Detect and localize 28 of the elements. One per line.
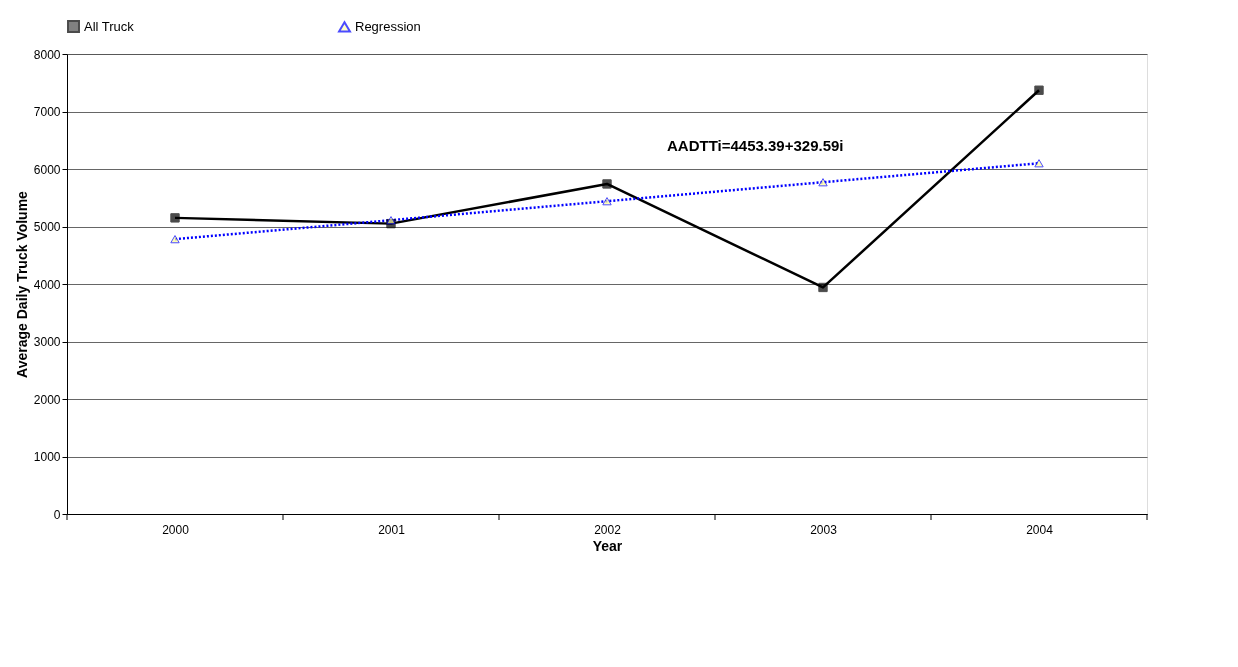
x-tick-label: 2002 bbox=[594, 522, 622, 537]
y-tick-label: 3000 bbox=[33, 335, 61, 349]
point bbox=[818, 178, 828, 187]
point bbox=[1034, 159, 1044, 168]
point bbox=[818, 282, 828, 293]
point bbox=[386, 216, 396, 225]
x-tick-label: 2003 bbox=[810, 522, 838, 537]
point bbox=[1034, 85, 1044, 95]
y-tick-label: 1000 bbox=[33, 450, 61, 464]
point bbox=[170, 213, 180, 223]
y-tick-label: 6000 bbox=[33, 162, 61, 177]
y-tick-label: 7000 bbox=[33, 105, 61, 119]
point bbox=[602, 179, 612, 189]
x-axis-title: Year bbox=[592, 537, 623, 554]
annotation: AADTTi=4453.39+329.59i bbox=[667, 137, 844, 154]
y-axis-title: Average Daily Truck Volume bbox=[13, 190, 30, 378]
legend-label: All Truck bbox=[84, 18, 135, 34]
y-tick-label: 2000 bbox=[33, 392, 61, 407]
point bbox=[170, 235, 180, 244]
y-tick-label: 8000 bbox=[33, 47, 61, 62]
y-tick-label: 5000 bbox=[33, 220, 61, 234]
point bbox=[602, 197, 612, 206]
x-tick-label: 2004 bbox=[1026, 522, 1054, 537]
x-tick-label: 2000 bbox=[162, 522, 190, 537]
y-tick-label: 4000 bbox=[33, 277, 61, 292]
y-tick-label: 0 bbox=[53, 507, 61, 522]
legend-label: Regression bbox=[355, 18, 421, 34]
x-tick-label: 2001 bbox=[378, 522, 406, 537]
